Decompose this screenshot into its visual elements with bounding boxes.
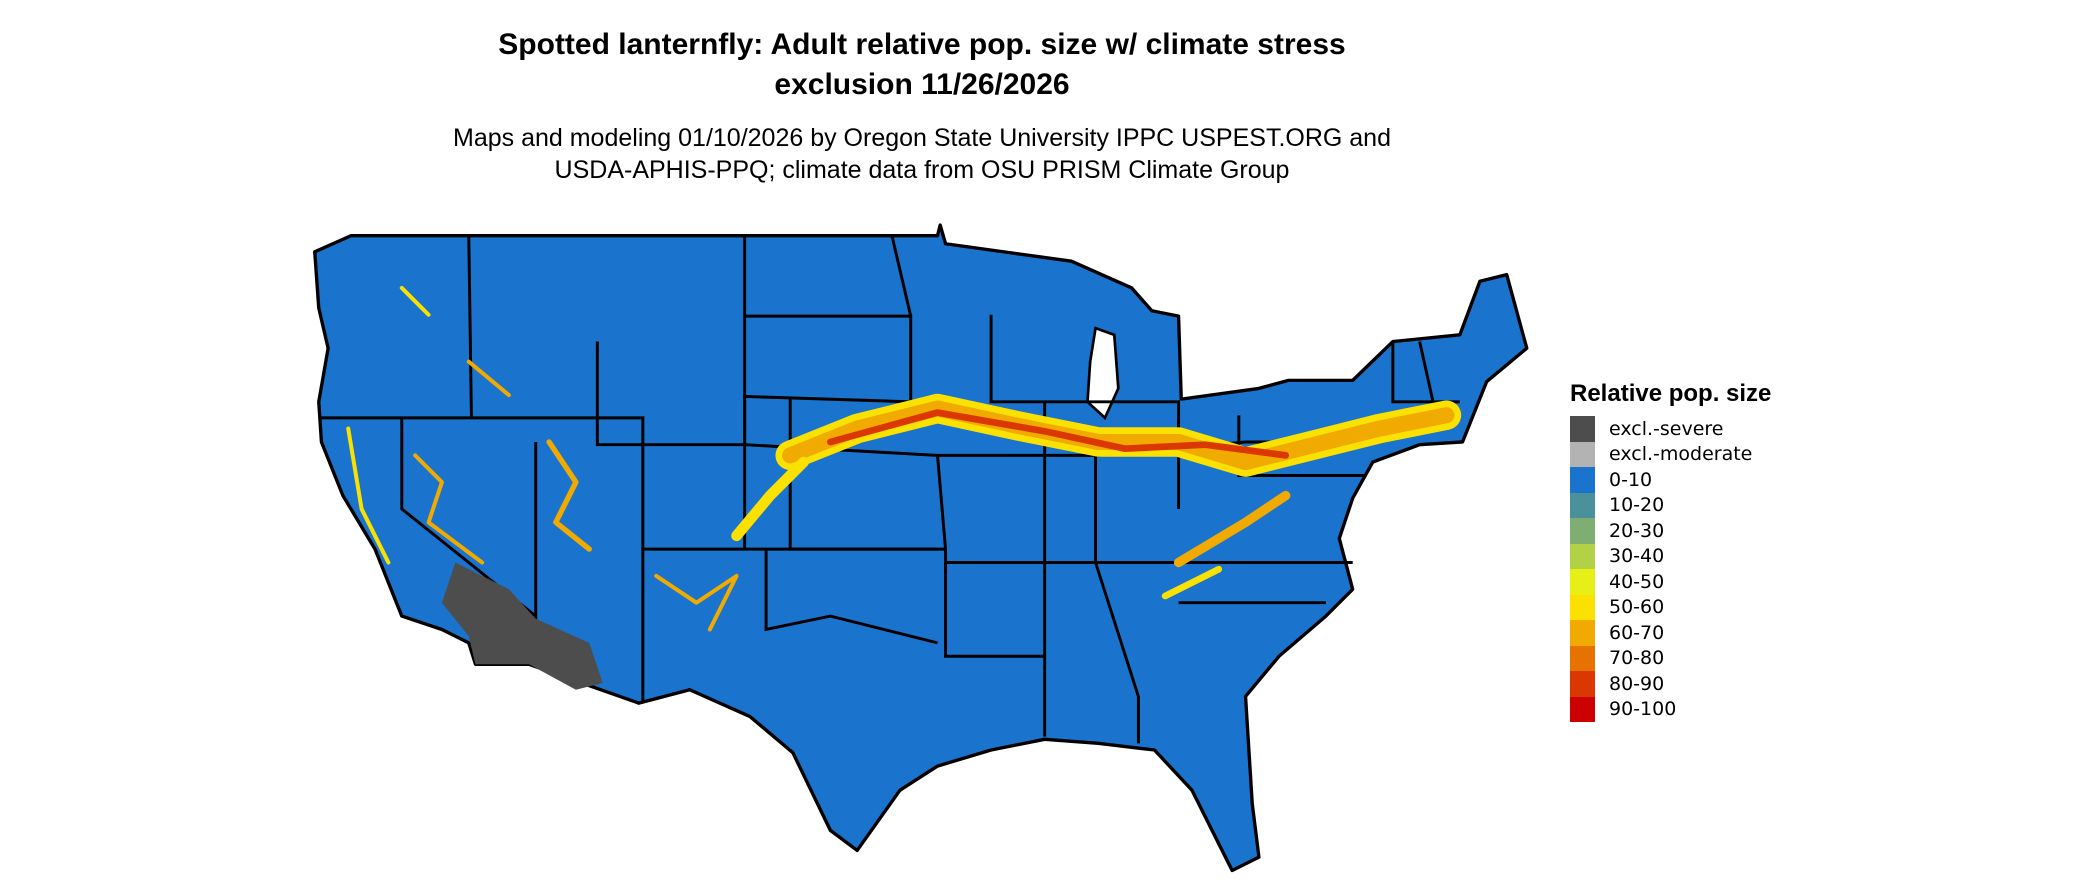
lake-michigan xyxy=(1086,326,1120,421)
map-title-line1: Spotted lanternfly: Adult relative pop. … xyxy=(498,28,1346,61)
legend-swatch xyxy=(1570,620,1595,646)
legend-swatch xyxy=(1570,696,1595,722)
legend-item: 50-60 xyxy=(1570,594,1771,620)
map-subtitle-line1: Maps and modeling 01/10/2026 by Oregon S… xyxy=(453,124,1391,152)
legend-label: 20-30 xyxy=(1609,519,1665,542)
legend-label: 50-60 xyxy=(1609,596,1665,619)
legend-label: excl.-severe xyxy=(1609,417,1724,440)
legend-item: 70-80 xyxy=(1570,645,1771,671)
legend-swatch xyxy=(1570,416,1595,442)
legend-swatch xyxy=(1570,543,1595,569)
map-subtitle-line2: USDA-APHIS-PPQ; climate data from OSU PR… xyxy=(554,156,1290,184)
map-title-line2: exclusion 11/26/2026 xyxy=(774,68,1070,101)
legend-item: 40-50 xyxy=(1570,569,1771,595)
legend-item: 90-100 xyxy=(1570,696,1771,722)
legend-item: 60-70 xyxy=(1570,620,1771,646)
legend-swatch xyxy=(1570,441,1595,467)
legend-label: 30-40 xyxy=(1609,545,1665,568)
legend-swatch xyxy=(1570,492,1595,518)
legend-item: excl.-moderate xyxy=(1570,441,1771,467)
legend-title: Relative pop. size xyxy=(1570,380,1772,407)
legend-label: 10-20 xyxy=(1609,494,1665,517)
legend-label: 60-70 xyxy=(1609,621,1665,644)
excluded-severe-region xyxy=(441,562,603,690)
legend-swatch xyxy=(1570,518,1595,544)
legend-label: 70-80 xyxy=(1609,647,1665,670)
legend-item: 30-40 xyxy=(1570,543,1771,569)
high-suitability-bands xyxy=(346,285,1462,632)
legend: Relative pop. size excl.-severe excl.-mod… xyxy=(1570,380,1771,722)
legend-item: 80-90 xyxy=(1570,671,1771,697)
legend-label: excl.-moderate xyxy=(1609,443,1753,466)
legend-swatch xyxy=(1570,467,1595,493)
legend-label: 0-10 xyxy=(1609,468,1653,491)
legend-swatch xyxy=(1570,671,1595,697)
legend-swatch xyxy=(1570,569,1595,595)
legend-item: excl.-severe xyxy=(1570,416,1771,442)
legend-swatch xyxy=(1570,645,1595,671)
legend-label: 40-50 xyxy=(1609,570,1665,593)
legend-label: 80-90 xyxy=(1609,672,1665,695)
legend-item: 10-20 xyxy=(1570,492,1771,518)
legend-swatch xyxy=(1570,594,1595,620)
legend-item: 20-30 xyxy=(1570,518,1771,544)
legend-item: 0-10 xyxy=(1570,467,1771,493)
legend-label: 90-100 xyxy=(1609,698,1677,721)
